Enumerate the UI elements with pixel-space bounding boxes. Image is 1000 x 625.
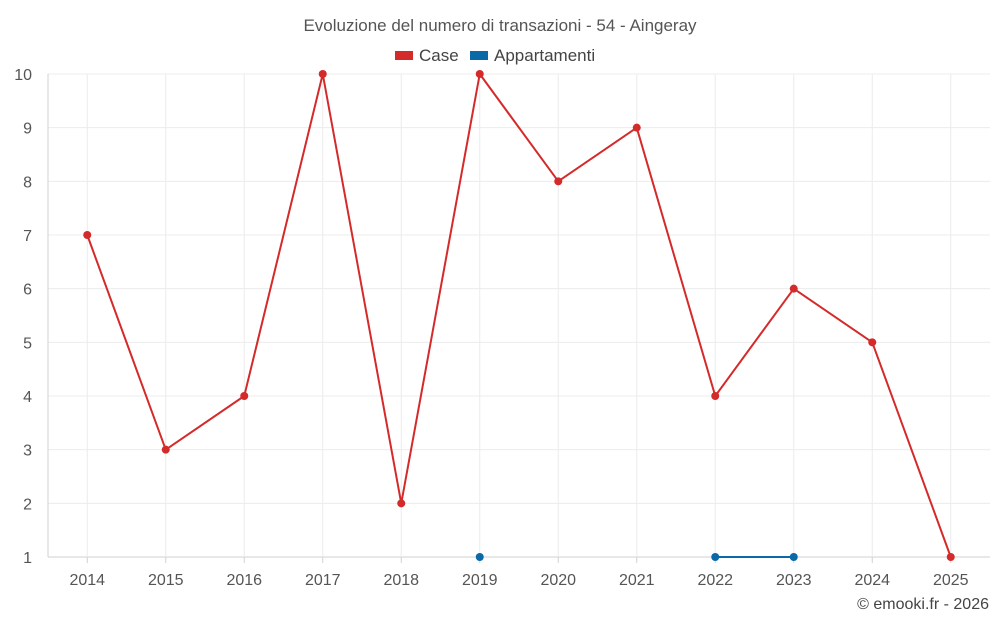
data-point-case[interactable] [946,553,955,561]
series-case [83,70,955,561]
y-tick-label: 1 [23,550,32,567]
data-point-case[interactable] [554,177,563,186]
axes: 1 2 3 4 5 6 7 8 9 10 2014 2015 2016 2017 2018 2019 2020 2… [14,67,968,589]
data-point-case[interactable] [711,392,720,400]
y-tick-label: 2 [23,496,32,513]
data-point-case[interactable] [868,338,877,347]
x-tick-label: 2015 [148,572,184,589]
x-tick-label: 2020 [540,572,576,589]
data-point-appartamenti[interactable] [475,553,484,561]
x-tick-label: 2021 [619,572,655,589]
legend-label-appartamenti: Appartamenti [494,46,595,65]
y-tick-label: 8 [23,174,32,191]
credit-text: © emooki.fr - 2026 [857,596,989,613]
x-tick-label: 2016 [226,572,262,589]
x-tick-label: 2019 [462,572,498,589]
legend-item-appartamenti[interactable]: Appartamenti [470,46,595,65]
y-tick-label: 5 [23,335,32,352]
series-appartamenti [475,553,798,561]
x-tick-label: 2024 [854,572,890,589]
legend-label-case: Case [419,46,459,65]
data-point-case[interactable] [475,70,484,78]
data-point-case[interactable] [83,231,92,239]
y-tick-label: 7 [23,228,32,245]
series-line-case [86,73,952,558]
data-point-appartamenti[interactable] [711,553,720,561]
x-tick-label: 2017 [305,572,341,589]
grid [48,73,990,558]
data-point-case[interactable] [397,499,406,508]
data-point-case[interactable] [789,284,798,293]
x-tick-label: 2025 [933,572,969,589]
data-point-case[interactable] [161,445,170,454]
y-tick-label: 10 [14,67,32,84]
chart-title: Evoluzione del numero di transazioni - 5… [303,16,697,35]
data-point-case[interactable] [318,70,327,78]
data-point-case[interactable] [632,123,641,132]
y-tick-label: 6 [23,282,32,299]
y-tick-label: 3 [23,443,32,460]
data-point-appartamenti[interactable] [789,553,798,561]
legend-swatch-case [395,51,413,60]
legend[interactable]: Case Appartamenti [395,46,595,65]
y-tick-label: 9 [23,121,32,138]
series [83,70,955,561]
x-tick-label: 2018 [383,572,419,589]
x-tick-label: 2014 [69,572,105,589]
legend-swatch-appartamenti [470,51,488,60]
legend-item-case[interactable]: Case [395,46,459,65]
data-point-case[interactable] [240,392,249,400]
x-tick-label: 2022 [697,572,733,589]
y-tick-label: 4 [23,389,32,406]
x-tick-label: 2023 [776,572,812,589]
